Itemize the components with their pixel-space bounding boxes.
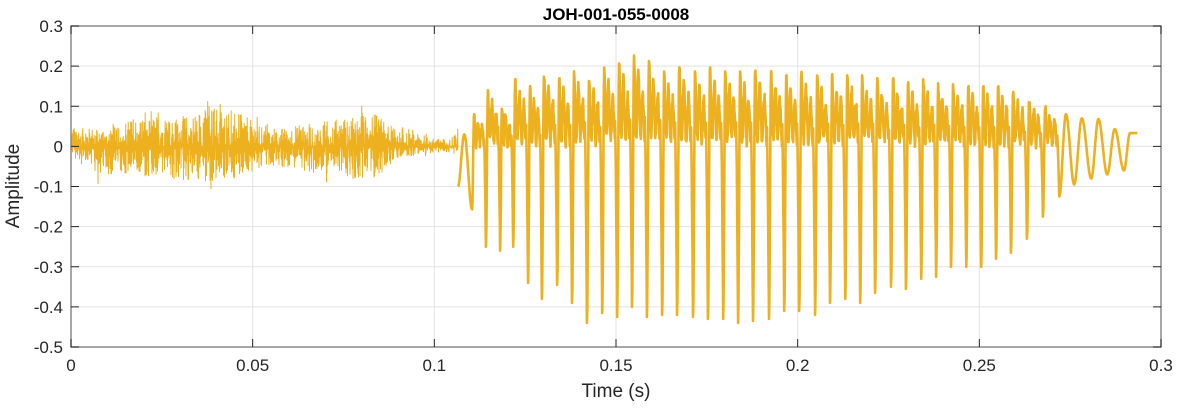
y-tick-labels: 0.3 0.2 0.1 0 -0.1 -0.2 -0.3 -0.4 -0.5 xyxy=(34,17,63,357)
x-tick-label: 0 xyxy=(66,356,75,375)
x-tick-label: 0.3 xyxy=(1149,356,1173,375)
x-tick-label: 0.1 xyxy=(423,356,447,375)
y-tick-label: 0.1 xyxy=(39,97,63,116)
y-axis-label: Amplitude xyxy=(3,144,24,229)
y-tick-label: -0.4 xyxy=(34,298,63,317)
y-tick-label: -0.1 xyxy=(34,178,63,197)
x-tick-label: 0.15 xyxy=(599,356,632,375)
x-tick-label: 0.2 xyxy=(786,356,810,375)
x-tick-labels: 0 0.05 0.1 0.15 0.2 0.25 0.3 xyxy=(66,356,1173,375)
x-tick-label: 0.05 xyxy=(236,356,269,375)
y-tick-label: 0.3 xyxy=(39,17,63,36)
noise-segment-line xyxy=(70,101,459,190)
voiced-segment-line xyxy=(456,54,1139,325)
waveform-series xyxy=(70,54,1139,325)
x-axis-label: Time (s) xyxy=(582,381,651,402)
y-tick-label: 0 xyxy=(54,137,63,156)
y-tick-label: -0.2 xyxy=(34,218,63,237)
y-tick-label: -0.3 xyxy=(34,258,63,277)
x-tick-label: 0.25 xyxy=(963,356,996,375)
axis-ticks xyxy=(70,25,1162,348)
y-tick-label: -0.5 xyxy=(34,338,63,357)
chart-title: JOH-001-055-0008 xyxy=(543,5,689,24)
y-tick-label: 0.2 xyxy=(39,57,63,76)
